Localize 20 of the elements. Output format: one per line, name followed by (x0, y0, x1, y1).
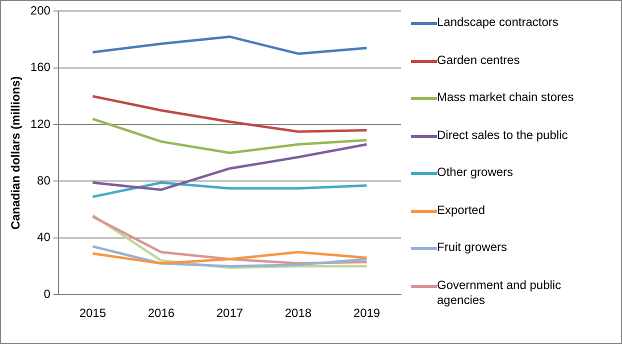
legend-label: Other growers (437, 165, 514, 180)
legend-label: Garden centres (437, 52, 520, 68)
y-tick-label: 80 (37, 174, 51, 188)
y-tick-label: 200 (30, 4, 51, 18)
x-tick-label: 2017 (216, 306, 244, 320)
legend-label: Mass market chain stores (437, 90, 574, 105)
x-tick-label: 2018 (284, 306, 312, 320)
legend-label: Direct sales to the public (437, 128, 568, 142)
y-axis-title: Canadian dollars (millions) (8, 76, 23, 230)
y-tick-label: 40 (37, 230, 51, 244)
legend-label: Exported (437, 202, 486, 218)
y-tick-label: 160 (30, 60, 51, 74)
x-tick-label: 2016 (148, 306, 175, 320)
x-tick-label: 2015 (79, 306, 106, 320)
y-tick-label: 0 (44, 286, 51, 301)
legend-label: Government and public agencies (437, 278, 562, 308)
y-tick-label: 120 (30, 116, 51, 131)
x-tick-label: 2019 (353, 306, 380, 320)
legend-label: Landscape contractors (437, 15, 558, 30)
legend-label: Fruit growers (437, 240, 508, 255)
